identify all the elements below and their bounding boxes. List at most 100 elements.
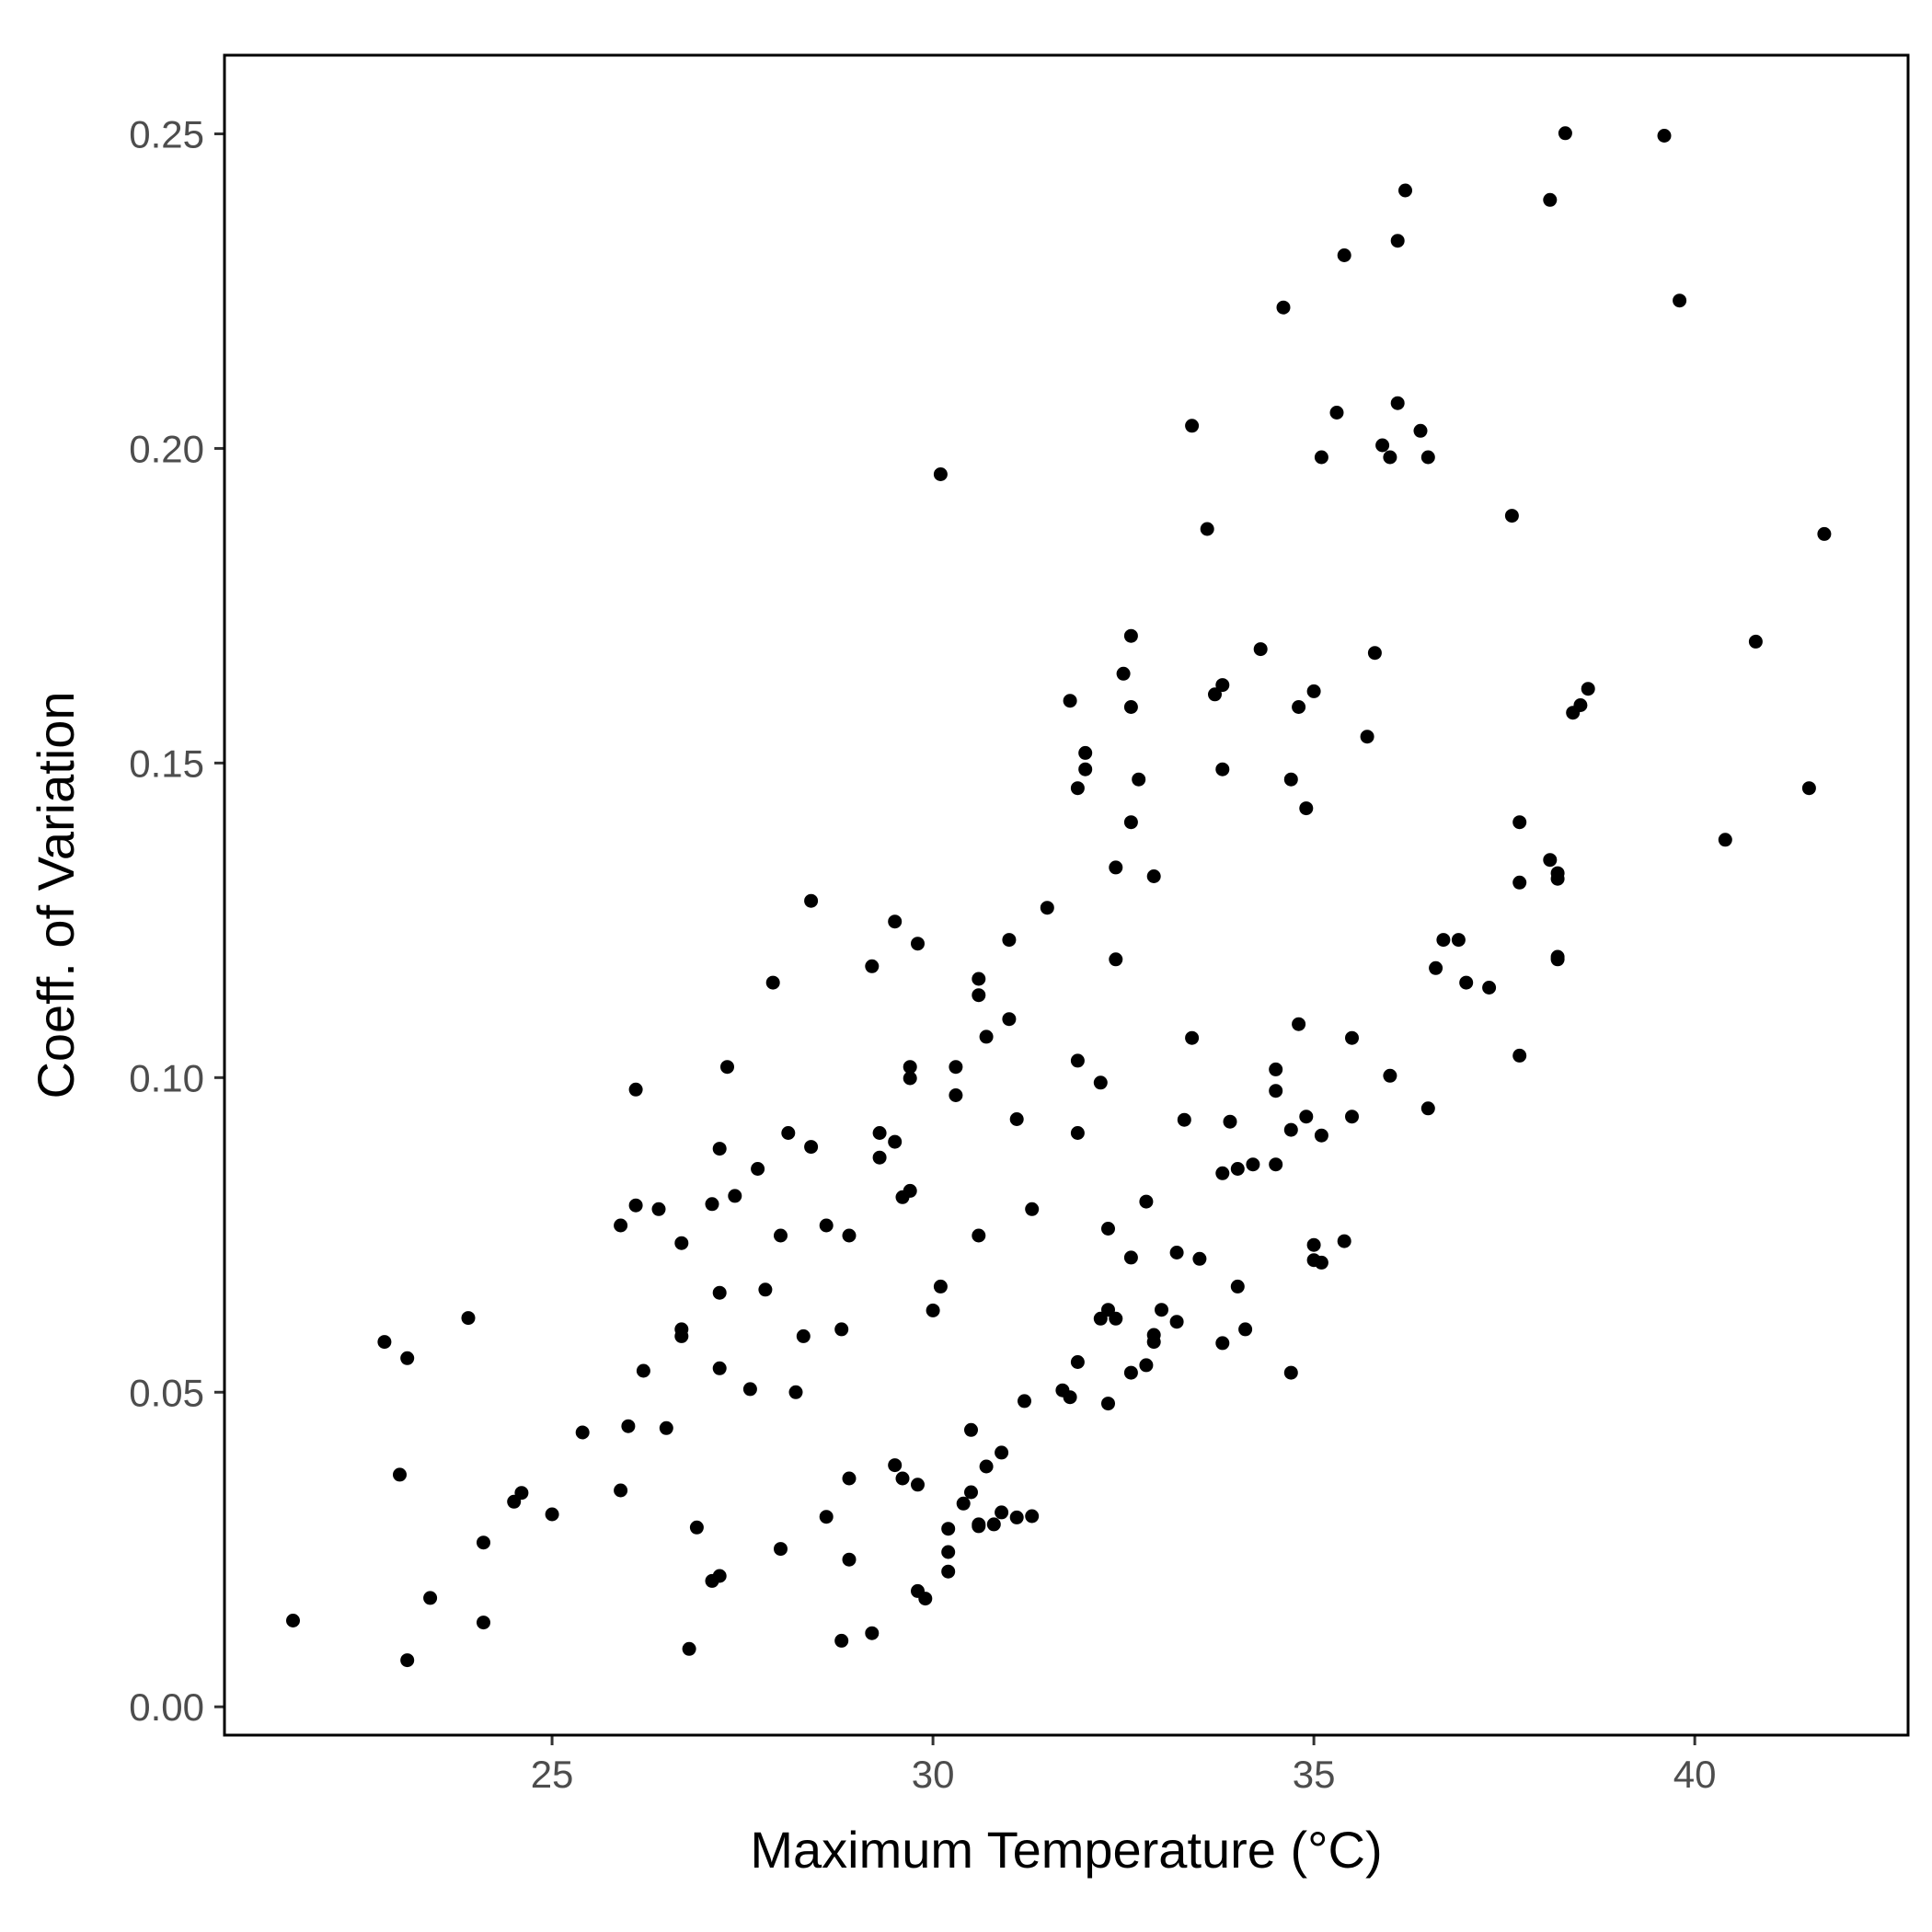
data-point bbox=[1208, 687, 1222, 702]
data-point bbox=[1192, 1251, 1207, 1266]
data-point bbox=[1299, 801, 1314, 816]
data-point bbox=[834, 1322, 849, 1337]
data-point bbox=[461, 1311, 476, 1326]
data-point bbox=[1269, 1157, 1283, 1172]
data-point bbox=[788, 1385, 803, 1399]
y-axis-title: Coeff. of Variation bbox=[27, 691, 85, 1098]
data-point bbox=[1550, 952, 1565, 967]
data-point bbox=[918, 1592, 933, 1606]
data-point bbox=[781, 1126, 796, 1140]
data-point bbox=[1002, 933, 1017, 948]
data-point bbox=[1269, 1062, 1283, 1076]
x-tick-label: 35 bbox=[1293, 1753, 1336, 1796]
data-point bbox=[1009, 1112, 1024, 1126]
data-point bbox=[941, 1522, 956, 1536]
data-point bbox=[575, 1425, 590, 1440]
data-point bbox=[628, 1198, 643, 1213]
data-point bbox=[720, 1060, 734, 1075]
data-point bbox=[400, 1351, 415, 1365]
x-axis-title: Maximum Temperature (°C) bbox=[750, 1821, 1382, 1879]
data-point bbox=[1299, 1110, 1314, 1124]
data-point bbox=[1253, 642, 1268, 657]
data-point bbox=[804, 1140, 819, 1155]
data-point bbox=[1429, 960, 1443, 975]
y-axis-ticks: 0.00 0.05 0.10 0.15 0.20 0.25 bbox=[129, 112, 224, 1729]
data-point bbox=[712, 1361, 727, 1375]
x-axis-ticks: 25 30 35 40 bbox=[531, 1735, 1717, 1796]
data-point bbox=[1398, 183, 1412, 198]
data-point bbox=[1329, 406, 1344, 420]
y-tick-label: 0.10 bbox=[129, 1056, 204, 1099]
data-point bbox=[1101, 1397, 1115, 1411]
data-point bbox=[1383, 1068, 1397, 1083]
data-point bbox=[903, 1060, 917, 1075]
data-point bbox=[949, 1088, 963, 1102]
data-point bbox=[712, 1142, 727, 1156]
data-point bbox=[636, 1363, 650, 1378]
data-point bbox=[1283, 772, 1298, 787]
data-point bbox=[1230, 1162, 1245, 1176]
data-point bbox=[995, 1445, 1009, 1460]
data-point bbox=[1801, 781, 1816, 796]
data-point bbox=[1504, 509, 1519, 523]
data-point bbox=[933, 1279, 948, 1294]
data-point bbox=[1292, 700, 1306, 714]
data-point bbox=[423, 1591, 438, 1605]
data-point bbox=[742, 1382, 757, 1397]
data-point bbox=[1543, 192, 1558, 207]
data-point bbox=[674, 1322, 689, 1337]
y-tick-label: 0.00 bbox=[129, 1685, 204, 1729]
x-tick-label: 25 bbox=[531, 1753, 574, 1796]
data-point bbox=[1215, 762, 1230, 776]
data-point bbox=[1314, 1128, 1328, 1143]
data-point bbox=[1018, 1394, 1031, 1409]
data-point bbox=[1185, 1030, 1200, 1045]
data-point bbox=[774, 1228, 788, 1243]
data-point bbox=[1185, 419, 1200, 433]
y-tick-label: 0.15 bbox=[129, 742, 204, 785]
data-point bbox=[774, 1542, 788, 1557]
data-point bbox=[1070, 1126, 1085, 1140]
data-point bbox=[286, 1614, 300, 1627]
data-point bbox=[1123, 815, 1138, 830]
data-point bbox=[926, 1303, 940, 1317]
data-point bbox=[1748, 634, 1763, 649]
data-point bbox=[758, 1282, 773, 1297]
data-point bbox=[1581, 682, 1595, 696]
data-point bbox=[1169, 1246, 1184, 1259]
data-point bbox=[705, 1197, 719, 1212]
data-point bbox=[1512, 1048, 1527, 1063]
data-point bbox=[911, 937, 925, 951]
data-point bbox=[1123, 1250, 1138, 1265]
data-point bbox=[1009, 1510, 1024, 1524]
data-point bbox=[1215, 1166, 1230, 1180]
data-point bbox=[903, 1071, 917, 1086]
y-tick-label: 0.25 bbox=[129, 112, 204, 155]
data-point bbox=[949, 1060, 963, 1075]
data-point bbox=[872, 1150, 887, 1165]
data-point bbox=[1276, 300, 1291, 315]
data-point bbox=[1139, 1194, 1154, 1209]
data-point bbox=[393, 1467, 407, 1482]
data-point bbox=[712, 1569, 727, 1583]
data-point bbox=[1459, 975, 1474, 990]
data-point bbox=[1283, 1122, 1298, 1137]
data-point bbox=[964, 1422, 978, 1437]
data-point bbox=[514, 1486, 529, 1501]
data-point bbox=[751, 1162, 765, 1176]
data-point bbox=[1246, 1157, 1260, 1172]
data-point bbox=[1200, 522, 1214, 536]
data-point bbox=[1345, 1030, 1359, 1045]
data-point bbox=[1223, 1114, 1237, 1129]
data-point bbox=[972, 1519, 986, 1534]
data-point bbox=[1360, 730, 1374, 744]
data-point bbox=[1116, 666, 1131, 681]
data-point bbox=[1718, 833, 1732, 847]
data-point bbox=[1337, 1234, 1351, 1248]
data-point bbox=[888, 914, 903, 929]
data-point bbox=[933, 467, 948, 481]
data-point bbox=[1025, 1202, 1040, 1216]
x-tick-label: 30 bbox=[912, 1753, 955, 1796]
data-point bbox=[819, 1218, 834, 1233]
